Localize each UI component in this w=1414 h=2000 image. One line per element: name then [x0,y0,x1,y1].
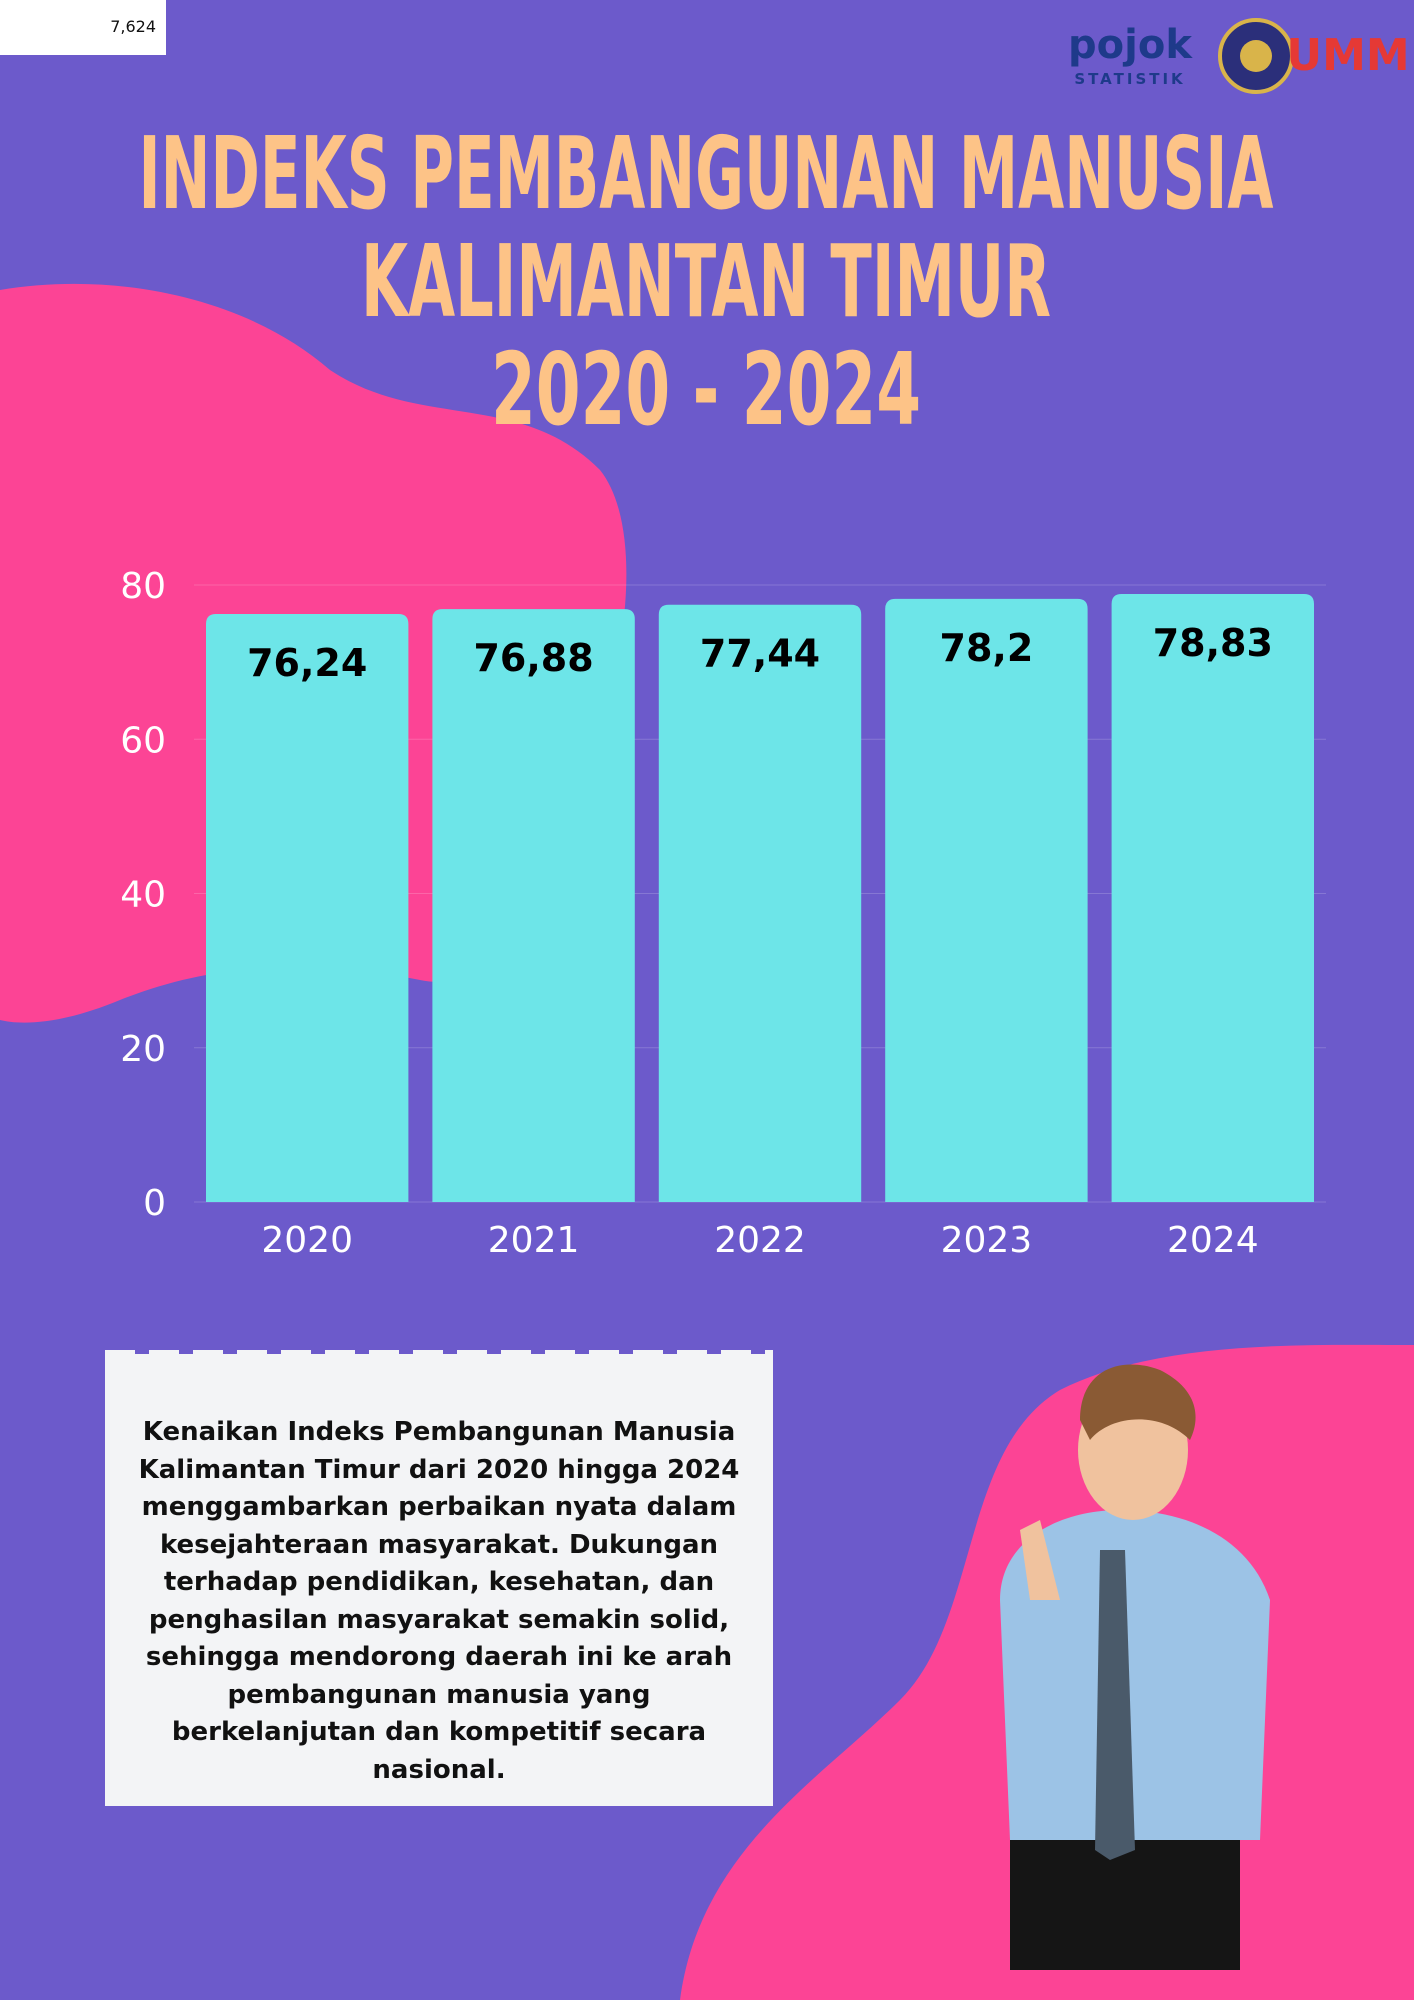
title-line: KALIMANTAN TIMUR [361,223,1051,340]
bar [206,613,409,1202]
logo-emblem-center [1240,40,1272,72]
logo-statistik: STATISTIK [1074,70,1185,88]
value-label: 78,2 [940,626,1034,670]
title-line: INDEKS PEMBANGUNAN MANUSIA [139,115,1274,232]
x-tick-label: 2024 [1167,1220,1259,1261]
person-shirt [1000,1510,1270,1840]
bar [1111,594,1314,1202]
value-label: 76,24 [247,641,367,685]
y-tick-label: 40 [120,875,166,916]
y-tick-label: 0 [143,1183,166,1224]
person-tie [1095,1550,1135,1860]
y-tick-label: 80 [120,566,166,607]
logo-pojok: pojok [1068,22,1193,68]
x-tick-label: 2021 [488,1220,580,1261]
badge: 7,624 [0,0,166,55]
person-hand [1020,1520,1060,1600]
x-tick-label: 2023 [941,1220,1033,1261]
person-hair [1080,1364,1196,1440]
title-line: 2020 - 2024 [491,331,921,448]
chart: 0 20 40 60 80 76,24 2020 76,88 2021 77,44 2022 78,2… [120,566,1326,1261]
y-tick-label: 20 [120,1029,166,1070]
bar [658,604,862,1202]
bar [885,598,1088,1202]
value-label: 76,88 [473,636,593,680]
value-label: 78,83 [1153,621,1273,665]
note: Kenaikan Indeks Pembangunan Manusia Kali… [105,1354,773,1806]
person [1000,1364,1270,1970]
bar [432,609,635,1202]
logo-umm: UMM [1286,30,1409,81]
value-label: 77,44 [700,632,820,676]
x-tick-label: 2020 [261,1220,353,1261]
x-tick-label: 2022 [714,1220,806,1261]
y-tick-label: 60 [120,720,166,761]
